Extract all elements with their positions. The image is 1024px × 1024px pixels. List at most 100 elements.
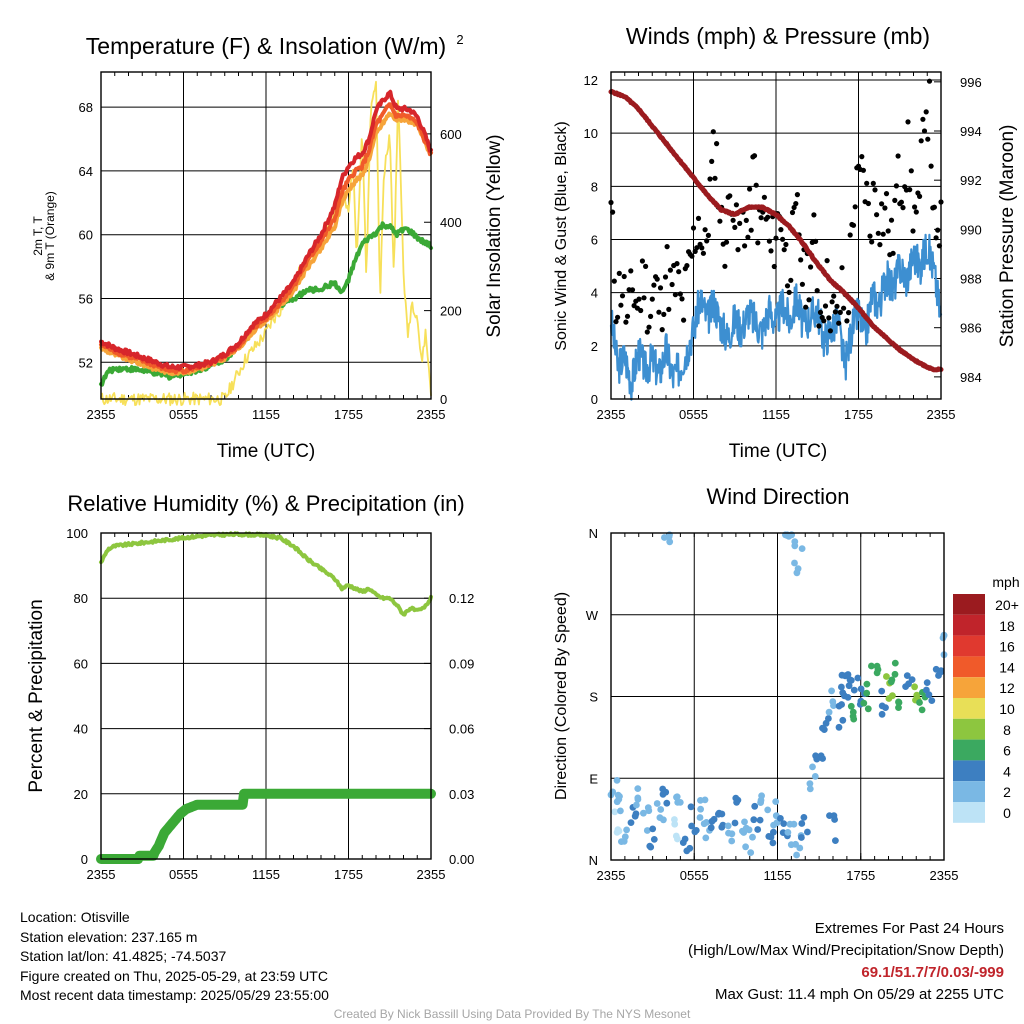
gust-point xyxy=(877,242,883,248)
gust-point xyxy=(793,201,799,207)
gust-point xyxy=(778,227,784,233)
y-tick-label: 60 xyxy=(74,656,88,671)
y-tick-label: 6 xyxy=(591,232,598,247)
chart-panel-2 xyxy=(610,72,942,399)
legend-swatch xyxy=(953,698,985,719)
gust-point xyxy=(621,273,627,280)
direction-point xyxy=(838,671,846,679)
direction-point xyxy=(719,821,727,829)
gust-point xyxy=(717,218,723,224)
gust-point xyxy=(791,204,797,211)
gust-point xyxy=(748,227,754,233)
direction-point xyxy=(715,810,722,818)
extremes-info: Extremes For Past 24 Hours (High/Low/Max… xyxy=(688,918,1004,1006)
direction-point xyxy=(745,826,753,834)
legend-label: 2 xyxy=(1003,784,1011,800)
direction-point xyxy=(918,706,926,714)
gust-point xyxy=(699,245,705,251)
y-tick-label: 2 xyxy=(591,339,598,354)
y-tick-label: 68 xyxy=(79,100,93,115)
x-axis-label: Time (UTC) xyxy=(217,441,316,462)
gust-point xyxy=(799,281,806,287)
gust-point xyxy=(869,239,875,245)
gust-point xyxy=(844,318,850,324)
station-latlon: Station lat/lon: 41.4825; -74.5037 xyxy=(20,948,227,964)
legend-label: 0 xyxy=(1003,805,1011,821)
gust-point xyxy=(679,296,685,302)
direction-point xyxy=(928,697,936,704)
y-tick-label: 8 xyxy=(591,179,598,194)
direction-point xyxy=(725,829,732,837)
gust-point xyxy=(707,176,713,182)
chart-title: Wind Direction xyxy=(706,484,849,509)
direction-point xyxy=(864,705,872,713)
gust-point xyxy=(638,307,644,314)
direction-point xyxy=(895,699,903,706)
legend-swatch xyxy=(953,781,985,802)
direction-point xyxy=(791,538,799,546)
direction-point xyxy=(679,839,687,846)
y-axis-label: Sonic Wind & Gust (Blue, Black) xyxy=(553,121,570,350)
gust-point xyxy=(677,291,683,297)
gust-point xyxy=(704,238,710,244)
x-tick-label: 2355 xyxy=(417,867,446,882)
gust-point xyxy=(730,217,736,223)
gust-point xyxy=(702,227,708,233)
legend-label: 8 xyxy=(1003,722,1011,738)
gust-point xyxy=(912,204,918,210)
x-tick-label: 1755 xyxy=(846,868,875,883)
legend-swatch xyxy=(953,760,985,782)
y2-tick-label: 0.00 xyxy=(449,852,474,867)
direction-point xyxy=(889,692,896,700)
y2-tick-label: 0.09 xyxy=(449,656,474,671)
gust-point xyxy=(742,243,748,249)
gust-point xyxy=(643,263,649,269)
y-axis-label: 2m T, T xyxy=(31,216,45,256)
direction-point xyxy=(633,801,640,809)
direction-point xyxy=(878,702,886,710)
y2-tick-label: 200 xyxy=(440,304,462,319)
gust-point xyxy=(826,315,832,321)
y-tick-label: 4 xyxy=(591,286,598,301)
gust-point xyxy=(662,274,669,280)
direction-point xyxy=(772,798,780,805)
gust-point xyxy=(846,310,852,316)
gust-point xyxy=(723,239,730,245)
gust-point xyxy=(898,199,905,205)
gust-point xyxy=(872,187,878,193)
direction-point xyxy=(868,662,875,670)
y2-tick-label: 988 xyxy=(960,272,982,287)
direction-point xyxy=(838,683,845,691)
gust-point xyxy=(676,269,682,275)
direction-point xyxy=(809,763,816,771)
gust-point xyxy=(923,109,929,115)
direction-point xyxy=(623,826,630,834)
direction-point xyxy=(673,793,680,801)
direction-point xyxy=(665,533,673,541)
x-tick-label: 2355 xyxy=(930,868,959,883)
gust-point xyxy=(712,175,718,181)
direction-point xyxy=(828,687,835,695)
gust-point xyxy=(837,309,843,315)
y2-tick-label: 0.03 xyxy=(449,787,474,802)
direction-point xyxy=(913,691,921,699)
max-gust: Max Gust: 11.4 mph On 05/29 at 2255 UTC xyxy=(714,986,1004,1003)
extremes-values: 69.1/51.7/7/0.03/-999 xyxy=(861,964,1004,981)
x-tick-label: 1755 xyxy=(334,407,363,422)
direction-point xyxy=(839,716,847,724)
legend-label: 18 xyxy=(999,618,1015,634)
series-line-hi-wc xyxy=(99,102,433,375)
direction-point xyxy=(659,790,667,798)
direction-point xyxy=(844,694,852,701)
direction-point xyxy=(764,806,772,814)
direction-point xyxy=(878,687,886,695)
direction-point xyxy=(656,814,664,821)
direction-point xyxy=(932,665,940,673)
legend-label: 12 xyxy=(999,680,1015,696)
direction-point xyxy=(794,565,802,573)
gust-point xyxy=(639,258,646,264)
y-tick-label: 56 xyxy=(79,292,93,307)
gust-point xyxy=(659,327,665,333)
gust-point xyxy=(803,304,809,310)
